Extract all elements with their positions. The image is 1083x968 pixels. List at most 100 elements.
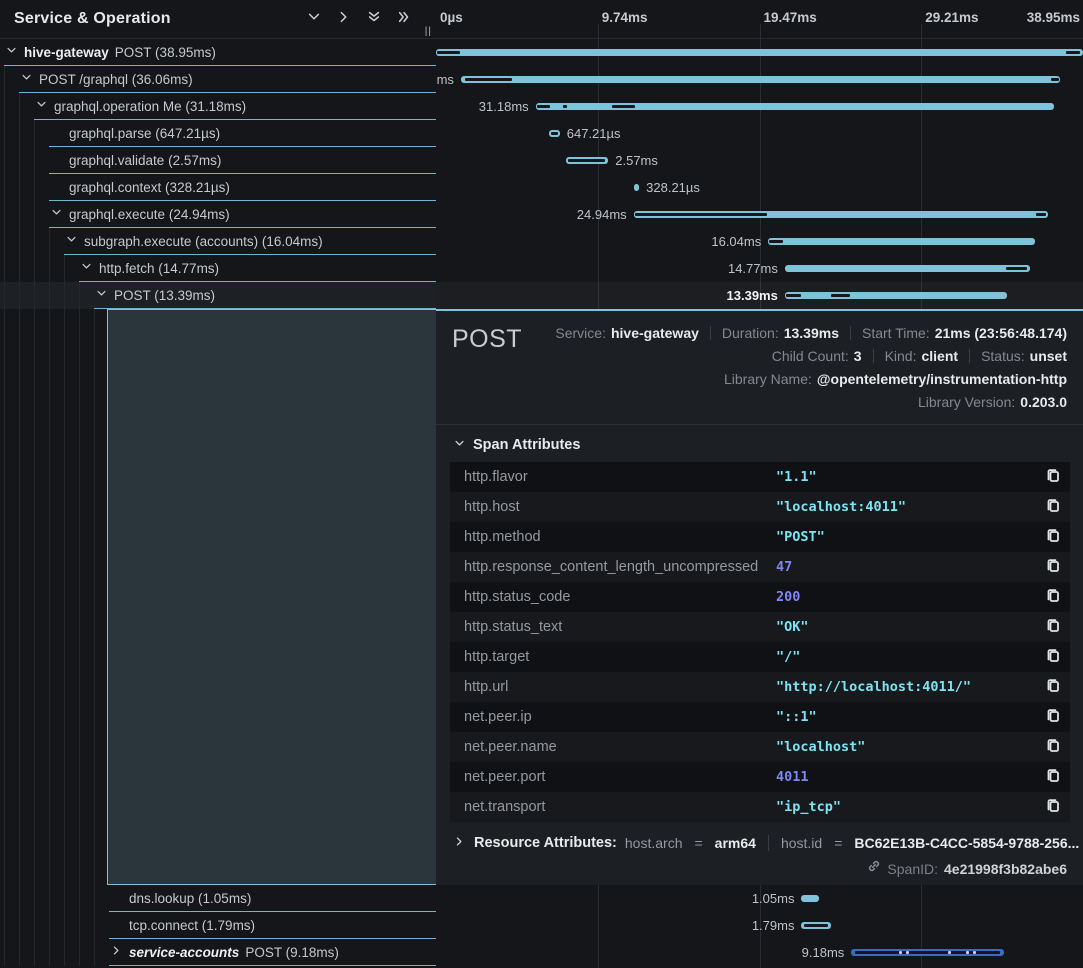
copy-button[interactable] [1036, 587, 1070, 608]
span-row-content[interactable]: graphql.operation Me (31.18ms) [34, 93, 436, 120]
span-bar[interactable] [784, 292, 1008, 299]
span-row-content[interactable]: graphql.parse (647.21µs) [49, 120, 436, 147]
span-row[interactable]: service-accounts POST (9.18ms) 9.18ms [0, 939, 1083, 966]
span-name-cell[interactable]: tcp.connect (1.79ms) [0, 912, 436, 939]
attribute-value: "localhost:4011" [776, 499, 907, 515]
chevron-down-icon[interactable] [94, 288, 108, 302]
span-row[interactable]: graphql.parse (647.21µs) 647.21µs [0, 120, 1083, 147]
span-row-content[interactable]: graphql.validate (2.57ms) [49, 147, 436, 174]
span-row-content[interactable]: dns.lookup (1.05ms) [109, 885, 436, 912]
double-chevron-down-button[interactable] [366, 11, 382, 27]
copy-button[interactable] [1036, 557, 1070, 578]
span-row-content[interactable]: subgraph.execute (accounts) (16.04ms) [64, 228, 436, 255]
span-name-cell[interactable]: POST /graphql (36.06ms) [0, 66, 436, 93]
chevron-down-icon[interactable] [79, 261, 93, 275]
chevron-down-icon[interactable] [49, 207, 63, 221]
duration-label: 1.05ms [751, 891, 795, 906]
span-name-cell[interactable]: dns.lookup (1.05ms) [0, 885, 436, 912]
span-name-cell[interactable]: hive-gateway POST (38.95ms) [0, 39, 436, 66]
attribute-row[interactable]: http.status_text "OK" [450, 612, 1070, 642]
copy-button[interactable] [1036, 647, 1070, 668]
span-row[interactable]: graphql.operation Me (31.18ms) 31.18ms [0, 93, 1083, 120]
span-row[interactable]: graphql.context (328.21µs) 328.21µs [0, 174, 1083, 201]
span-row[interactable]: graphql.execute (24.94ms) 24.94ms [0, 201, 1083, 228]
span-row-content[interactable]: graphql.execute (24.94ms) [49, 201, 436, 228]
selected-span-block[interactable] [107, 309, 436, 885]
copy-button[interactable] [1036, 617, 1070, 638]
chevron-down-icon[interactable] [19, 72, 33, 86]
span-row-content[interactable]: tcp.connect (1.79ms) [109, 912, 436, 939]
indent-guide [19, 939, 34, 966]
copy-button[interactable] [1036, 767, 1070, 788]
span-row-content[interactable]: POST (13.39ms) [94, 282, 436, 309]
attribute-row[interactable]: http.status_code 200 [450, 582, 1070, 612]
attribute-row[interactable]: net.peer.name "localhost" [450, 732, 1070, 762]
indent-guide [79, 309, 94, 885]
span-name-cell[interactable]: http.fetch (14.77ms) [0, 255, 436, 282]
span-row[interactable]: tcp.connect (1.79ms) 1.79ms [0, 912, 1083, 939]
attribute-row[interactable]: http.url "http://localhost:4011/" [450, 672, 1070, 702]
span-name-cell[interactable]: graphql.execute (24.94ms) [0, 201, 436, 228]
span-row-content[interactable]: POST /graphql (36.06ms) [19, 66, 436, 93]
attribute-row[interactable]: http.method "POST" [450, 522, 1070, 552]
attribute-value: "1.1" [776, 469, 817, 485]
span-bar[interactable] [436, 49, 1083, 56]
panel-resize-handle[interactable]: || [424, 26, 432, 37]
span-name-cell[interactable]: graphql.parse (647.21µs) [0, 120, 436, 147]
span-bar[interactable] [768, 238, 1035, 245]
span-name-cell[interactable]: graphql.context (328.21µs) [0, 174, 436, 201]
chevron-down-icon[interactable] [64, 234, 78, 248]
chevron-right-icon[interactable] [109, 945, 123, 959]
indent-guide [94, 912, 109, 939]
attribute-row[interactable]: net.peer.ip "::1" [450, 702, 1070, 732]
span-row[interactable]: graphql.validate (2.57ms) 2.57ms [0, 147, 1083, 174]
span-row-content[interactable]: hive-gateway POST (38.95ms) [4, 39, 436, 66]
span-row-content[interactable]: service-accounts POST (9.18ms) [109, 939, 436, 966]
resource-attributes-toggle[interactable]: Resource Attributes: [474, 835, 617, 851]
double-chevron-right-button[interactable] [396, 11, 412, 27]
chevron-right-icon[interactable] [452, 836, 466, 850]
span-bar[interactable] [801, 895, 819, 902]
span-bar[interactable] [633, 184, 640, 191]
span-bar-cell: 14.77ms [436, 255, 1083, 282]
attribute-row[interactable]: http.target "/" [450, 642, 1070, 672]
span-row[interactable]: POST (13.39ms) 13.39ms [0, 282, 1083, 309]
link-icon[interactable] [867, 859, 881, 878]
attribute-row[interactable]: net.transport "ip_tcp" [450, 792, 1070, 822]
chevron-right-button[interactable] [336, 11, 352, 27]
span-row-content[interactable]: http.fetch (14.77ms) [79, 255, 436, 282]
copy-button[interactable] [1036, 737, 1070, 758]
span-bar[interactable] [633, 211, 1048, 218]
span-attributes-toggle[interactable]: Span Attributes [436, 425, 1083, 462]
span-bar[interactable] [535, 103, 1054, 110]
attribute-row[interactable]: http.response_content_length_uncompresse… [450, 552, 1070, 582]
span-name-cell[interactable]: graphql.operation Me (31.18ms) [0, 93, 436, 120]
span-row[interactable]: POST /graphql (36.06ms) 36.06ms [0, 66, 1083, 93]
chevron-down-button[interactable] [306, 11, 322, 27]
span-bar[interactable] [460, 76, 1060, 83]
attribute-row[interactable]: net.peer.port 4011 [450, 762, 1070, 792]
attribute-row[interactable]: http.flavor "1.1" [450, 462, 1070, 492]
span-name-cell[interactable]: service-accounts POST (9.18ms) [0, 939, 436, 966]
span-row-content[interactable]: graphql.context (328.21µs) [49, 174, 436, 201]
header-bar: Service & Operation || 0µs 9.74ms 19.47ms 2… [0, 0, 1083, 39]
attribute-row[interactable]: http.host "localhost:4011" [450, 492, 1070, 522]
copy-button[interactable] [1036, 797, 1070, 818]
copy-button[interactable] [1036, 467, 1070, 488]
span-name-cell[interactable]: graphql.validate (2.57ms) [0, 147, 436, 174]
indent-guide [64, 912, 79, 939]
copy-button[interactable] [1036, 707, 1070, 728]
indent-guide [79, 912, 94, 939]
copy-button[interactable] [1036, 527, 1070, 548]
span-row[interactable]: hive-gateway POST (38.95ms) 38.95ms [0, 39, 1083, 66]
span-row[interactable]: dns.lookup (1.05ms) 1.05ms [0, 885, 1083, 912]
chevron-down-icon[interactable] [4, 45, 18, 59]
span-row[interactable]: http.fetch (14.77ms) 14.77ms [0, 255, 1083, 282]
copy-button[interactable] [1036, 497, 1070, 518]
chevron-down-icon[interactable] [34, 99, 48, 113]
span-name-cell[interactable]: subgraph.execute (accounts) (16.04ms) [0, 228, 436, 255]
span-bar[interactable] [784, 265, 1031, 272]
copy-button[interactable] [1036, 677, 1070, 698]
span-row[interactable]: subgraph.execute (accounts) (16.04ms) 16.… [0, 228, 1083, 255]
span-name-cell[interactable]: POST (13.39ms) [0, 282, 436, 309]
